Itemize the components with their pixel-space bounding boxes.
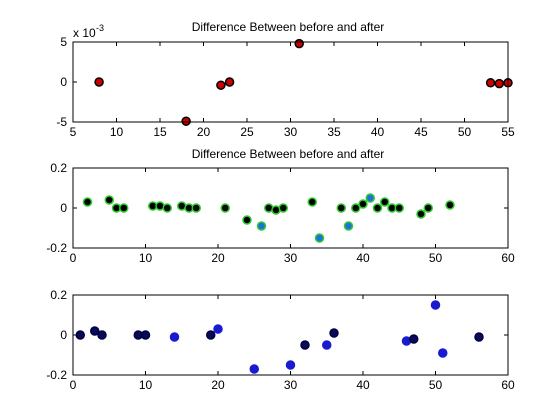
x-tick-label: 40 bbox=[371, 125, 385, 139]
x-tick-label: 10 bbox=[139, 378, 153, 392]
data-point bbox=[358, 199, 368, 209]
data-point bbox=[430, 300, 441, 310]
x-tick-label: 10 bbox=[110, 125, 124, 139]
data-point bbox=[224, 77, 235, 87]
subplot-2-ticks: 0 10 20 30 40 50 60-0.200.2 bbox=[46, 161, 515, 265]
data-point bbox=[423, 203, 433, 213]
y-tick-label: 0.2 bbox=[50, 161, 67, 175]
x-tick-label: 20 bbox=[211, 251, 225, 265]
data-point bbox=[162, 203, 172, 213]
subplot-3-ticks: 0 10 20 30 40 50 60-0.200.2 bbox=[46, 288, 515, 392]
data-point bbox=[278, 203, 288, 213]
data-point bbox=[90, 326, 100, 336]
y-tick-label: 0 bbox=[60, 75, 67, 89]
data-point bbox=[181, 116, 191, 126]
data-point bbox=[494, 78, 505, 89]
data-point bbox=[322, 340, 332, 350]
x-tick-label: 25 bbox=[240, 125, 254, 139]
x-tick-label: 20 bbox=[197, 125, 211, 139]
data-point bbox=[445, 200, 455, 210]
subplot-2-points bbox=[82, 193, 455, 243]
x-tick-label: 50 bbox=[429, 378, 443, 392]
subplot-1-exponent-base: x 10 bbox=[73, 26, 96, 40]
x-tick-label: 40 bbox=[356, 251, 370, 265]
data-point bbox=[249, 364, 259, 374]
data-point bbox=[285, 360, 296, 370]
data-point bbox=[380, 197, 390, 207]
data-point bbox=[394, 203, 404, 213]
y-tick-label: 0.2 bbox=[50, 288, 67, 302]
x-tick-label: 0 bbox=[70, 378, 77, 392]
data-point bbox=[438, 348, 448, 358]
subplot-1: Difference Between before and after x 10… bbox=[56, 20, 515, 139]
x-tick-label: 45 bbox=[414, 125, 428, 139]
y-tick-label: 0 bbox=[60, 201, 67, 215]
x-tick-label: 40 bbox=[356, 378, 370, 392]
data-point bbox=[409, 334, 419, 344]
x-tick-label: 60 bbox=[501, 251, 515, 265]
data-point bbox=[119, 203, 129, 213]
data-point bbox=[372, 203, 383, 213]
subplot-1-points bbox=[94, 38, 513, 126]
y-tick-label: -0.2 bbox=[46, 368, 67, 382]
x-tick-label: 60 bbox=[501, 378, 515, 392]
data-point bbox=[75, 330, 85, 340]
data-point bbox=[140, 330, 151, 340]
data-point bbox=[329, 328, 339, 338]
data-point bbox=[474, 332, 484, 342]
data-point bbox=[343, 221, 354, 231]
data-point bbox=[242, 215, 252, 225]
data-point bbox=[365, 193, 375, 203]
subplot-1-axes-box bbox=[72, 41, 509, 123]
x-tick-label: 15 bbox=[153, 125, 167, 139]
subplot-2: Difference Between before and after 0 10 2… bbox=[46, 147, 515, 265]
subplot-3-points bbox=[75, 300, 484, 374]
data-point bbox=[169, 332, 180, 342]
x-tick-label: 10 bbox=[139, 251, 153, 265]
subplot-1-ticks: 5 10 15 20 25 30 35 40 45 50 55 -5 0 5 bbox=[56, 35, 515, 139]
data-point bbox=[213, 324, 223, 334]
subplot-2-title: Difference Between before and after bbox=[192, 147, 385, 161]
data-point bbox=[216, 80, 226, 90]
subplot-3: 0 10 20 30 40 50 60-0.200.2 bbox=[46, 288, 515, 392]
x-tick-label: 20 bbox=[211, 378, 225, 392]
data-point bbox=[94, 77, 104, 87]
subplot-1-title: Difference Between before and after bbox=[192, 20, 385, 34]
data-point bbox=[314, 233, 325, 243]
data-point bbox=[97, 330, 107, 340]
x-tick-label: 0 bbox=[70, 251, 77, 265]
data-point bbox=[485, 78, 496, 88]
data-point bbox=[294, 38, 304, 49]
subplot-2-axes-box bbox=[72, 167, 509, 249]
subplot-1-exponent-power: -3 bbox=[96, 23, 104, 33]
x-tick-label: 30 bbox=[284, 378, 298, 392]
data-point bbox=[191, 203, 201, 213]
y-tick-label: 0 bbox=[60, 328, 67, 342]
x-tick-label: 35 bbox=[327, 125, 341, 139]
data-point bbox=[307, 197, 317, 207]
x-tick-label: 30 bbox=[284, 125, 298, 139]
x-tick-label: 55 bbox=[501, 125, 515, 139]
x-tick-label: 50 bbox=[458, 125, 472, 139]
subplot-3-axes-box bbox=[72, 294, 509, 376]
data-point bbox=[336, 203, 346, 213]
x-tick-label: 30 bbox=[284, 251, 298, 265]
data-point bbox=[300, 340, 310, 350]
data-point bbox=[220, 203, 230, 213]
x-tick-label: 5 bbox=[70, 125, 77, 139]
data-point bbox=[416, 209, 426, 219]
data-point bbox=[256, 221, 267, 231]
data-point bbox=[206, 330, 216, 340]
y-tick-label: 5 bbox=[60, 35, 67, 49]
data-point bbox=[351, 203, 361, 213]
y-tick-label: -0.2 bbox=[46, 241, 67, 255]
y-tick-label: -5 bbox=[56, 115, 67, 129]
data-point bbox=[82, 197, 93, 207]
data-point bbox=[104, 195, 114, 205]
x-tick-label: 50 bbox=[429, 251, 443, 265]
